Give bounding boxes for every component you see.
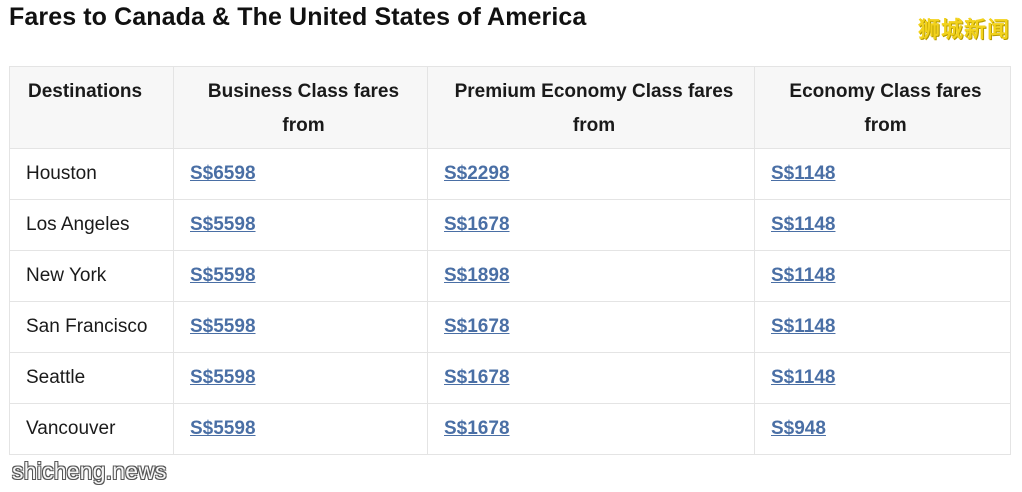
premium-fare-cell: S$1678 (427, 301, 755, 353)
business-fare-cell: S$6598 (173, 148, 428, 200)
premium-fare-cell: S$1678 (427, 352, 755, 404)
destination-cell: Los Angeles (9, 199, 174, 251)
page-title: Fares to Canada & The United States of A… (9, 3, 587, 31)
watermark-logo-text: 狮城新闻 (917, 17, 1010, 42)
economy-fare-link[interactable]: S$1148 (771, 214, 836, 235)
header-premium-economy-class: Premium Economy Class fares from (427, 66, 755, 149)
table-row: Seattle S$5598 S$1678 S$1148 (9, 352, 1011, 404)
premium-fare-cell: S$1678 (427, 199, 755, 251)
business-fare-link[interactable]: S$6598 (190, 163, 256, 184)
table-row: New York S$5598 S$1898 S$1148 (9, 250, 1011, 302)
premium-fare-link[interactable]: S$1678 (444, 367, 510, 388)
business-fare-cell: S$5598 (173, 301, 428, 353)
economy-fare-cell: S$948 (754, 403, 1011, 455)
table-row: Vancouver S$5598 S$1678 S$948 (9, 403, 1011, 455)
economy-fare-cell: S$1148 (754, 250, 1011, 302)
destination-cell: Houston (9, 148, 174, 200)
business-fare-cell: S$5598 (173, 403, 428, 455)
business-fare-link[interactable]: S$5598 (190, 214, 256, 235)
economy-fare-cell: S$1148 (754, 148, 1011, 200)
header-business-class: Business Class fares from (173, 66, 428, 149)
destination-cell: New York (9, 250, 174, 302)
destination-cell: Seattle (9, 352, 174, 404)
destination-cell: San Francisco (9, 301, 174, 353)
economy-fare-cell: S$1148 (754, 199, 1011, 251)
fares-table-header: Destinations Business Class fares from P… (9, 66, 1011, 149)
economy-fare-link[interactable]: S$1148 (771, 316, 836, 337)
premium-fare-link[interactable]: S$1678 (444, 214, 510, 235)
business-fare-cell: S$5598 (173, 352, 428, 404)
business-fare-link[interactable]: S$5598 (190, 265, 256, 286)
premium-fare-link[interactable]: S$1898 (444, 265, 510, 286)
economy-fare-link[interactable]: S$1148 (771, 265, 836, 286)
business-fare-link[interactable]: S$5598 (190, 418, 256, 439)
premium-fare-link[interactable]: S$1678 (444, 316, 510, 337)
economy-fare-link[interactable]: S$1148 (771, 163, 836, 184)
premium-fare-link[interactable]: S$2298 (444, 163, 510, 184)
table-row: Houston S$6598 S$2298 S$1148 (9, 148, 1011, 200)
table-row: Los Angeles S$5598 S$1678 S$1148 (9, 199, 1011, 251)
business-fare-link[interactable]: S$5598 (190, 367, 256, 388)
business-fare-cell: S$5598 (173, 199, 428, 251)
premium-fare-cell: S$1678 (427, 403, 755, 455)
economy-fare-link[interactable]: S$948 (771, 418, 826, 439)
premium-fare-cell: S$1898 (427, 250, 755, 302)
header-destinations: Destinations (9, 66, 174, 149)
watermark-site-text: shicheng.news (12, 458, 167, 484)
premium-fare-link[interactable]: S$1678 (444, 418, 510, 439)
header-row: Destinations Business Class fares from P… (9, 66, 1011, 149)
economy-fare-cell: S$1148 (754, 301, 1011, 353)
header-economy-class: Economy Class fares from (754, 66, 1011, 149)
table-row: San Francisco S$5598 S$1678 S$1148 (9, 301, 1011, 353)
fares-table-body: Houston S$6598 S$2298 S$1148 Los Angeles… (9, 148, 1011, 455)
destination-cell: Vancouver (9, 403, 174, 455)
fares-table: Destinations Business Class fares from P… (9, 66, 1011, 455)
business-fare-cell: S$5598 (173, 250, 428, 302)
economy-fare-cell: S$1148 (754, 352, 1011, 404)
business-fare-link[interactable]: S$5598 (190, 316, 256, 337)
premium-fare-cell: S$2298 (427, 148, 755, 200)
economy-fare-link[interactable]: S$1148 (771, 367, 836, 388)
